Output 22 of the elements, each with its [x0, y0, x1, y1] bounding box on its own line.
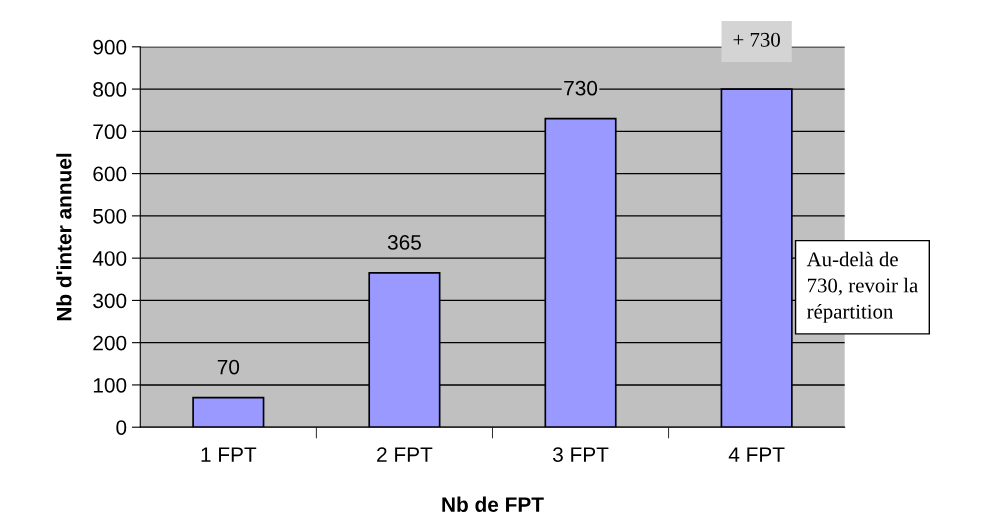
bar — [192, 396, 265, 428]
y-tick-label: 500 — [93, 208, 127, 224]
y-tick-label: 900 — [93, 39, 127, 55]
y-tick-label: 200 — [93, 335, 127, 351]
y-tick-label: 100 — [93, 377, 127, 393]
y-tick-label: 800 — [93, 82, 127, 97]
x-tick-label: 1 FPT — [201, 447, 257, 462]
y-tick-label: 600 — [93, 166, 127, 182]
x-tick-label: 4 FPT — [728, 447, 785, 462]
data-label: 730 — [564, 80, 598, 96]
y-tick-label: 300 — [93, 293, 127, 309]
data-label: 70 — [217, 359, 240, 375]
x-axis-title: Nb de FPT — [442, 496, 544, 512]
annotation: Au-delà de 730, revoir la répartition — [806, 251, 918, 323]
x-tick-label: 2 FPT — [377, 447, 433, 462]
y-tick-label: 700 — [93, 124, 127, 140]
annotation: + 730 — [733, 32, 780, 47]
x-tick-label: 3 FPT — [552, 447, 609, 462]
y-tick-label: 0 — [116, 420, 127, 435]
y-tick-label: 400 — [92, 251, 127, 266]
data-label: 365 — [387, 235, 421, 250]
y-axis-title: Nb d'inter annuel — [56, 153, 72, 321]
